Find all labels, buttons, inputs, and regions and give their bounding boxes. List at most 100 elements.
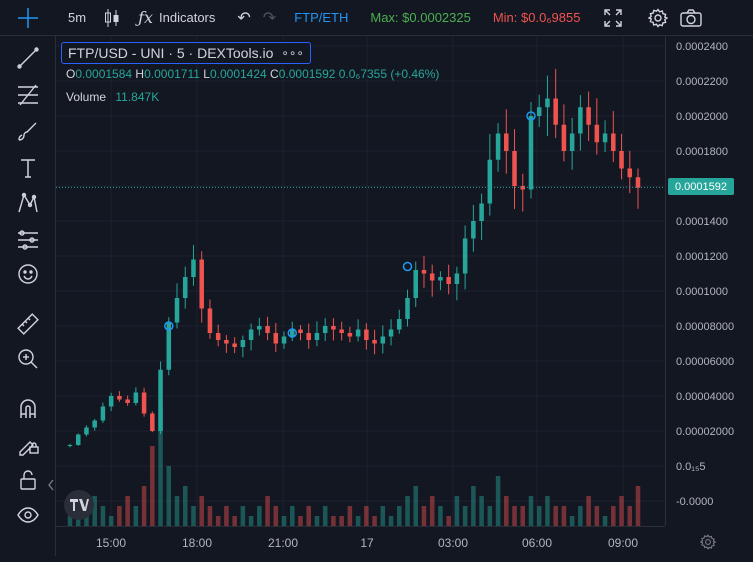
volume-bar (265, 496, 270, 526)
indicators-label: Indicators (159, 10, 216, 25)
symbol-legend[interactable]: FTP/USD - UNI · 5 · DEXTools.io ∘∘∘ (61, 42, 311, 64)
candle-body (174, 298, 180, 323)
candle-body (561, 124, 567, 151)
fullscreen-icon[interactable] (604, 8, 623, 27)
redo-icon[interactable]: ↷ (262, 9, 277, 27)
volume-bar (84, 516, 89, 526)
y-tick-label: 0.00008000 (676, 321, 734, 333)
ruler-icon[interactable] (16, 312, 40, 336)
low-value: 0.0001424 (209, 67, 267, 81)
pair-label[interactable]: FTP/ETH (294, 10, 349, 25)
camera-icon[interactable] (680, 8, 703, 27)
volume-readout: Volume 11.847K (66, 90, 159, 104)
volume-bar (429, 496, 435, 526)
time-axis[interactable]: 15:00 18:00 21:00 17 03:00 06:00 09:00 (56, 526, 665, 556)
candle-body (528, 116, 534, 190)
close-value: 0.0001592 (278, 67, 336, 81)
tradingview-logo-icon[interactable] (64, 490, 94, 520)
candle-body (405, 298, 410, 319)
more-options-icon[interactable]: ∘∘∘ (281, 46, 304, 60)
min-price: Min: $0.0₆9855 (492, 10, 581, 25)
axis-settings-icon[interactable] (699, 534, 717, 555)
candle-body (199, 259, 204, 309)
emoji-icon[interactable] (16, 262, 40, 286)
candle-body (569, 133, 575, 151)
candle-body (108, 396, 114, 407)
trendline-icon[interactable] (16, 46, 40, 70)
x-tick-label: 09:00 (608, 536, 638, 550)
text-icon[interactable] (16, 156, 40, 180)
candle-body (207, 308, 213, 333)
volume-bar (372, 516, 377, 526)
volume-bar (289, 506, 295, 526)
volume-bar (364, 506, 369, 526)
high-value: 0.0001711 (144, 67, 200, 81)
y-tick-label: 0.00002000 (676, 426, 734, 438)
fib-icon[interactable] (16, 83, 40, 107)
candle-body (92, 420, 97, 428)
x-tick-label: 18:00 (182, 536, 212, 550)
candle-body (215, 333, 221, 340)
candle-body (117, 396, 122, 400)
eye-icon[interactable] (16, 503, 40, 527)
lock-drawing-icon[interactable] (16, 432, 40, 456)
volume-bar (257, 506, 262, 526)
undo-icon[interactable]: ↶ (237, 9, 251, 27)
interval-label: 5m (68, 10, 87, 25)
settings-icon[interactable] (648, 7, 669, 28)
candles (67, 68, 641, 448)
candle-body (67, 445, 73, 447)
candle-body (265, 326, 270, 333)
candle-body (635, 177, 641, 188)
volume-bar (512, 506, 517, 526)
candle-body (240, 340, 246, 347)
candle-body (84, 427, 89, 435)
candle-body (306, 333, 311, 340)
x-tick-label: 17 (360, 536, 374, 550)
volume-bar (479, 496, 484, 526)
ohlc-readout: O0.0001584 H0.0001711 L0.0001424 C0.0001… (66, 67, 439, 81)
x-tick-label: 03:00 (438, 536, 468, 550)
candle-body (602, 133, 608, 143)
change-value: 0.0₆7355 (+0.46%) (338, 67, 440, 81)
price-chart[interactable] (56, 36, 665, 526)
collapse-sidebar-icon[interactable] (46, 476, 56, 494)
crosshair-icon[interactable] (0, 0, 56, 36)
volume-bar (635, 486, 641, 526)
candle-body (133, 392, 139, 403)
interval-button[interactable]: 5m (68, 10, 86, 25)
volume-bar (627, 506, 633, 526)
candle-body (166, 322, 172, 370)
volume-bar (347, 506, 353, 526)
volume-bar (314, 516, 320, 526)
volume-bar (397, 506, 402, 526)
volume-bar (125, 496, 130, 526)
close-key: C (270, 67, 279, 81)
brush-icon[interactable] (16, 120, 40, 144)
candle-body (150, 413, 155, 431)
candle-body (479, 203, 484, 221)
zoom-icon[interactable] (16, 347, 40, 371)
indicators-button[interactable]: ƒx Indicators (138, 8, 215, 27)
candle-body (446, 277, 451, 284)
volume-bar (108, 516, 114, 526)
candle-body (372, 340, 377, 344)
candle-body (397, 319, 402, 330)
candle-body (520, 186, 526, 190)
lock-icon[interactable] (16, 468, 40, 492)
magnet-icon[interactable] (16, 397, 40, 421)
candle-body (578, 107, 583, 134)
x-tick-label: 06:00 (522, 536, 552, 550)
volume-bar (446, 516, 451, 526)
forecast-icon[interactable] (16, 228, 40, 252)
candle-body (454, 273, 460, 284)
candles-icon[interactable] (104, 8, 120, 28)
volume-bar (388, 516, 394, 526)
pattern-icon[interactable] (16, 191, 40, 215)
volume-bar (586, 496, 591, 526)
price-axis[interactable]: 0.0002400 0.0002200 0.0002000 0.0001800 0.00… (665, 36, 753, 526)
candle-body (314, 333, 320, 340)
candle-body (191, 259, 196, 277)
volume-bar (487, 506, 493, 526)
chart-pane[interactable] (56, 36, 665, 526)
